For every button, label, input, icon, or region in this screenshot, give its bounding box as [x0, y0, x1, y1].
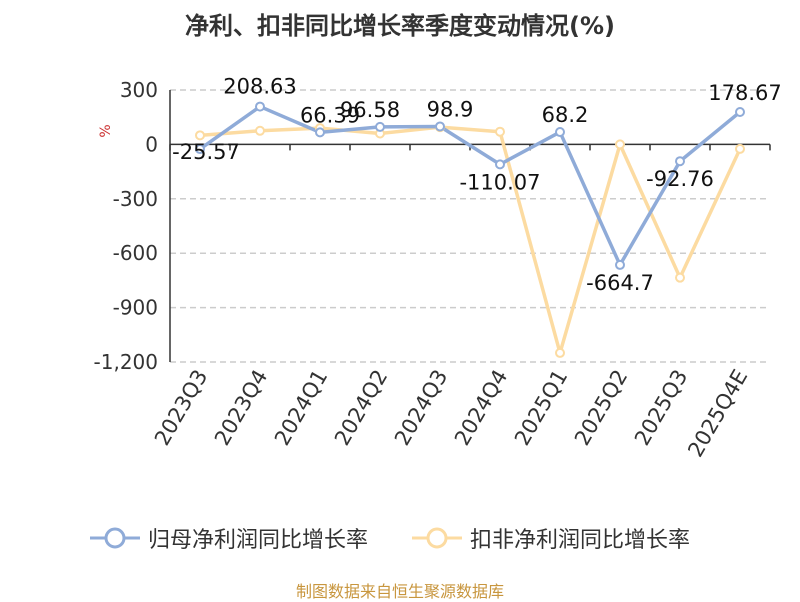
data-label: -110.07 [459, 170, 540, 194]
y-tick-label: 0 [145, 132, 158, 156]
data-point [495, 159, 505, 170]
data-point [255, 101, 265, 112]
chart-title: 净利、扣非同比增长率季度变动情况(%) [185, 12, 615, 40]
y-tick-label: -1,200 [94, 350, 158, 374]
data-point [315, 127, 325, 138]
axes: 3000-300-600-900-1,200%2023Q32023Q42024Q… [94, 78, 771, 462]
data-label: 208.63 [223, 75, 296, 99]
data-point [735, 143, 745, 154]
x-tick-label: 2023Q3 [150, 366, 212, 450]
legend-label-series-1: 归母净利润同比增长率 [148, 528, 369, 553]
data-label: 68.2 [542, 103, 589, 127]
legend-item-series-1[interactable]: 归母净利润同比增长率 [90, 520, 368, 556]
legend-label-series-2: 扣非净利润同比增长率 [470, 528, 691, 553]
series-line [199, 125, 742, 355]
data-label: 96.58 [340, 98, 400, 122]
x-tick-label: 2024Q3 [390, 366, 452, 450]
y-tick-label: -600 [113, 241, 158, 265]
y-tick-label: -900 [113, 296, 158, 320]
series-lines [198, 104, 742, 355]
legend-item-series-2[interactable]: 扣非净利润同比增长率 [412, 520, 690, 556]
x-tick-label: 2025Q2 [570, 366, 632, 450]
data-point [495, 126, 505, 137]
data-label: 98.9 [427, 97, 474, 121]
x-tick-label: 2024Q2 [330, 366, 392, 450]
x-tick-label: 2023Q4 [210, 366, 272, 450]
x-tick-label: 2024Q4 [450, 366, 512, 450]
data-point [195, 144, 205, 155]
data-label: 66.39 [300, 103, 360, 127]
data-label: -25.57 [172, 140, 240, 164]
y-axis-label: % [98, 124, 114, 137]
data-point [375, 121, 385, 132]
y-tick-label: 300 [120, 78, 158, 102]
data-point [615, 259, 625, 270]
x-tick-label: 2025Q3 [630, 366, 692, 450]
x-tick-label: 2025Q4E [683, 366, 752, 462]
legend-marker-series-2 [412, 527, 462, 549]
data-label: -92.76 [646, 167, 714, 191]
data-point [735, 107, 745, 118]
x-tick-label: 2025Q1 [510, 366, 572, 450]
data-point [555, 127, 565, 138]
data-point [555, 347, 565, 358]
legend: 归母净利润同比增长率 扣非净利润同比增长率 [0, 520, 800, 556]
data-point [675, 272, 685, 283]
series-line [198, 104, 742, 267]
legend-marker-series-1 [90, 527, 140, 549]
data-points [195, 101, 745, 358]
data-point [675, 156, 685, 167]
data-label: -664.7 [586, 271, 654, 295]
x-tick-label: 2024Q1 [270, 366, 332, 450]
y-tick-label: -300 [113, 187, 158, 211]
data-point [195, 130, 205, 141]
data-point [615, 139, 625, 150]
data-label: 178.67 [708, 81, 781, 105]
data-point [255, 125, 265, 136]
source-note: 制图数据来自恒生聚源数据库 [295, 582, 504, 601]
data-point [435, 121, 445, 132]
